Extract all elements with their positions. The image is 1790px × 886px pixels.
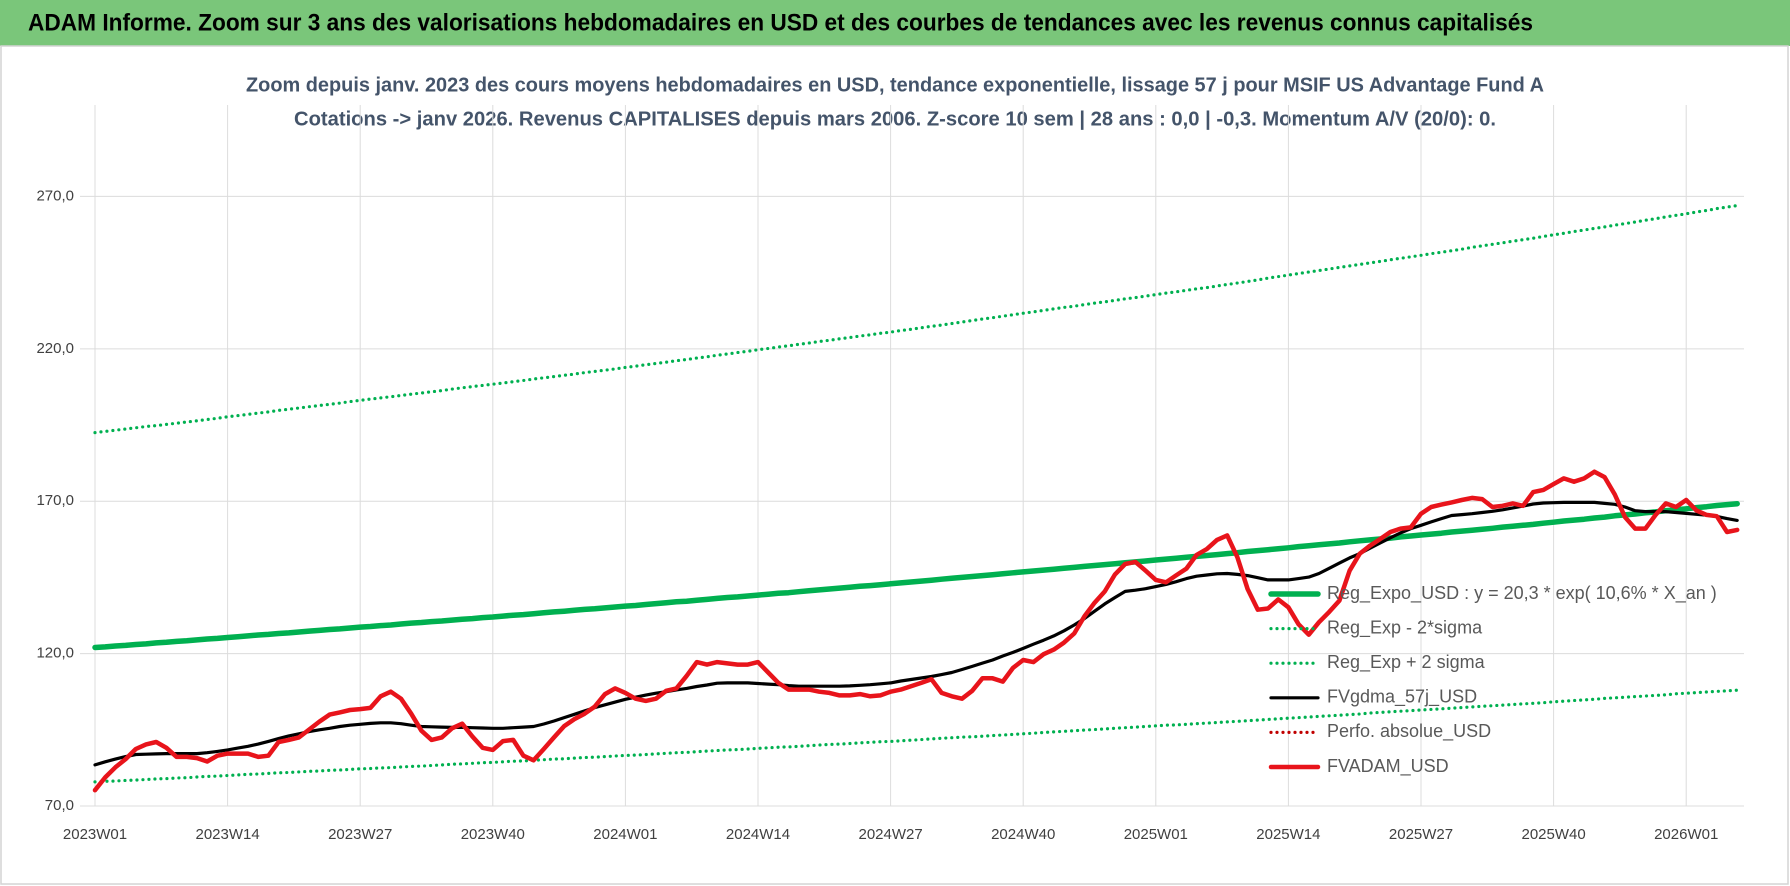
y-tick-label: 120,0 bbox=[36, 645, 74, 662]
legend-label: Reg_Expo_USD : y = 20,3 * exp( 10,6% * X… bbox=[1327, 583, 1717, 604]
header-band bbox=[0, 0, 1790, 46]
x-tick-label: 2025W14 bbox=[1256, 826, 1320, 843]
x-tick-label: 2025W40 bbox=[1521, 826, 1585, 843]
x-tick-label: 2023W40 bbox=[461, 826, 525, 843]
y-tick-label: 270,0 bbox=[36, 187, 74, 204]
x-tick-label: 2023W01 bbox=[63, 826, 127, 843]
y-tick-label: 220,0 bbox=[36, 340, 74, 357]
legend-label: FVADAM_USD bbox=[1327, 756, 1449, 777]
chart-subtitle: Zoom depuis janv. 2023 des cours moyens … bbox=[246, 74, 1544, 96]
series-line bbox=[93, 500, 1739, 767]
chart-subtitle: Cotations -> janv 2026. Revenus CAPITALI… bbox=[294, 108, 1496, 130]
y-tick-label: 170,0 bbox=[36, 492, 74, 509]
x-tick-label: 2024W14 bbox=[726, 826, 790, 843]
header-title: ADAM Informe. Zoom sur 3 ans des valoris… bbox=[28, 9, 1533, 36]
x-tick-label: 2023W14 bbox=[195, 826, 259, 843]
x-tick-label: 2025W01 bbox=[1124, 826, 1188, 843]
series-line bbox=[93, 688, 1739, 784]
x-tick-label: 2025W27 bbox=[1389, 826, 1453, 843]
chart-frame bbox=[0, 45, 1789, 885]
x-tick-label: 2023W27 bbox=[328, 826, 392, 843]
series-line bbox=[92, 469, 1740, 793]
legend-label: Perfo. absolue_USD bbox=[1327, 721, 1491, 742]
series-line bbox=[93, 204, 1739, 435]
y-tick-label: 70,0 bbox=[45, 797, 74, 814]
legend-label: Reg_Exp - 2*sigma bbox=[1327, 617, 1483, 638]
x-tick-label: 2024W01 bbox=[593, 826, 657, 843]
x-tick-label: 2024W40 bbox=[991, 826, 1055, 843]
legend-label: Reg_Exp + 2 sigma bbox=[1327, 652, 1486, 673]
legend-label: FVgdma_57j_USD bbox=[1327, 687, 1477, 708]
x-tick-label: 2024W27 bbox=[858, 826, 922, 843]
series-line bbox=[92, 500, 1740, 651]
x-tick-label: 2026W01 bbox=[1654, 826, 1718, 843]
